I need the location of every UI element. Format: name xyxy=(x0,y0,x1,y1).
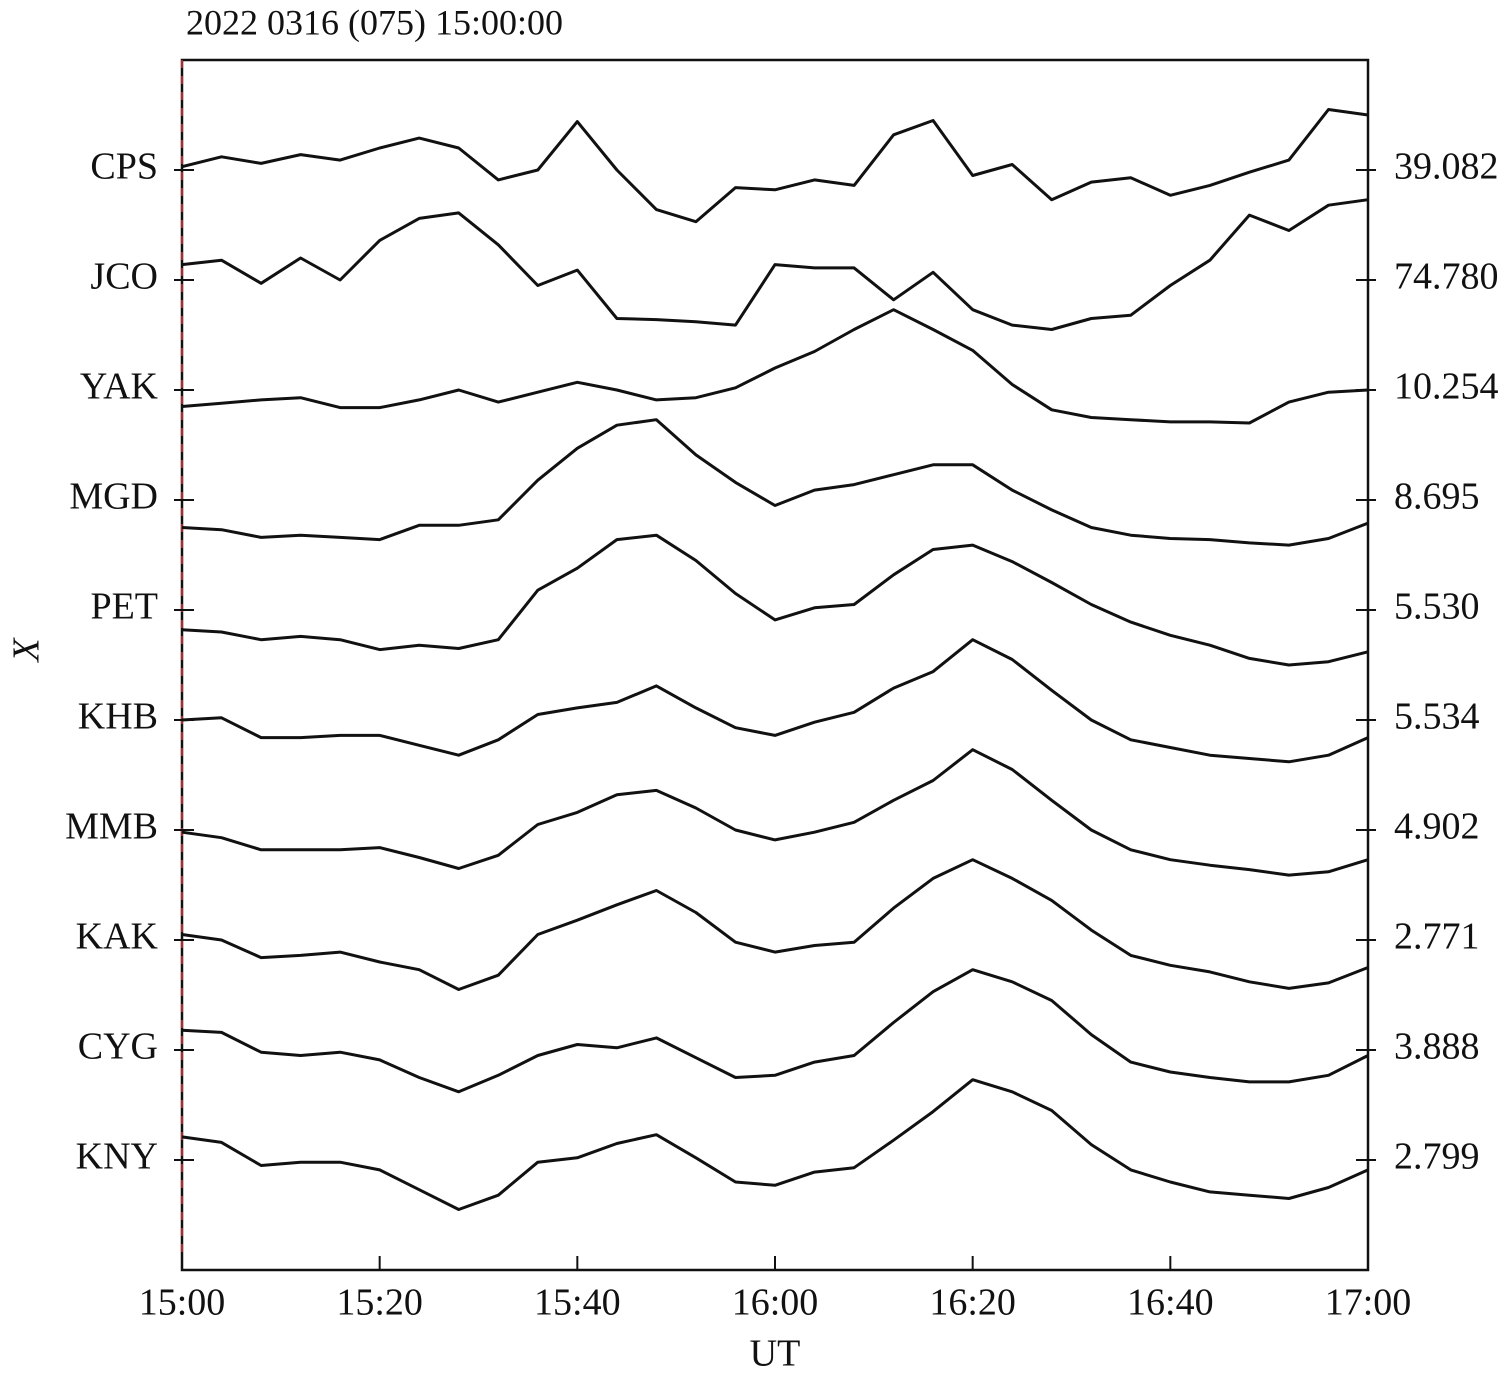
y-axis-label: X xyxy=(6,637,48,664)
x-tick-label: 16:40 xyxy=(1127,1282,1214,1324)
x-tick-label: 15:00 xyxy=(139,1282,226,1324)
trace-line xyxy=(181,858,1369,991)
y2-tick-label: 8.695 xyxy=(1394,476,1480,518)
plot-frame xyxy=(180,58,1370,1272)
x-tick-label: 15:20 xyxy=(336,1282,423,1324)
x-axis-label: UT xyxy=(750,1333,801,1375)
trace-line xyxy=(181,1078,1369,1211)
y2-tick-label: 2.799 xyxy=(1394,1136,1480,1178)
y2-tick-label: 5.530 xyxy=(1394,586,1480,628)
x-tick-label: 16:20 xyxy=(929,1282,1016,1324)
y-tick-label: KAK xyxy=(76,916,159,958)
y2-tick-label: 74.780 xyxy=(1394,256,1499,298)
y2-tick-label: 2.771 xyxy=(1394,916,1480,958)
trace-line xyxy=(181,533,1369,667)
y2-tick-label: 39.082 xyxy=(1394,146,1499,188)
y2-tick-label: 5.534 xyxy=(1394,696,1480,738)
trace-line xyxy=(181,418,1369,547)
x-tick-label: 17:00 xyxy=(1325,1282,1412,1324)
y-tick-label: KHB xyxy=(78,696,158,738)
y-tick-label: JCO xyxy=(90,256,158,298)
trace-line xyxy=(181,968,1369,1094)
trace-line xyxy=(181,108,1369,224)
y-tick-label: YAK xyxy=(80,366,159,408)
y2-tick-label: 10.254 xyxy=(1394,366,1499,408)
y2-tick-label: 4.902 xyxy=(1394,806,1480,848)
chart-title: 2022 0316 (075) 15:00:00 xyxy=(186,2,563,42)
y2-tick-label: 3.888 xyxy=(1394,1026,1480,1068)
y-tick-label: MGD xyxy=(69,476,158,518)
trace-line xyxy=(181,748,1369,877)
trace-line xyxy=(181,198,1369,331)
x-tick-label: 15:40 xyxy=(534,1282,621,1324)
y-tick-label: CYG xyxy=(78,1026,158,1068)
y-tick-label: MMB xyxy=(65,806,158,848)
y-tick-label: PET xyxy=(90,586,158,628)
x-tick-label: 16:00 xyxy=(732,1282,819,1324)
y-tick-label: KNY xyxy=(76,1136,158,1178)
trace-line xyxy=(181,308,1369,425)
y-tick-label: CPS xyxy=(90,146,158,188)
trace-line xyxy=(181,638,1369,764)
